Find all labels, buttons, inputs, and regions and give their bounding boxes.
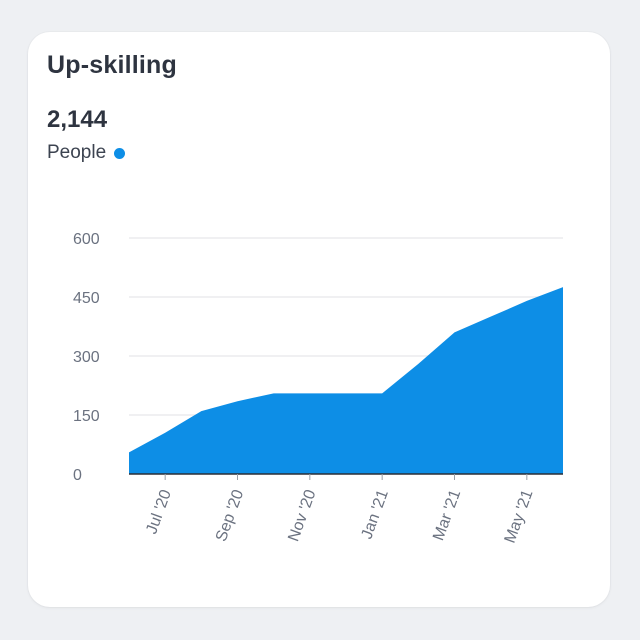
metric-value: 2,144 <box>47 106 108 133</box>
x-tick-label: Sep '20 <box>213 487 247 543</box>
x-tick-label: Jan '21 <box>358 487 391 541</box>
y-tick-label: 450 <box>73 290 100 307</box>
x-tick-label: Jul '20 <box>143 487 175 536</box>
x-tick-label: Nov '20 <box>285 487 319 543</box>
legend-label: People <box>47 142 107 163</box>
x-tick-label: May '21 <box>502 487 537 545</box>
x-tick-label: Mar '21 <box>430 487 464 543</box>
y-tick-label: 300 <box>73 349 100 366</box>
y-tick-label: 600 <box>73 231 100 248</box>
y-tick-label: 0 <box>73 467 82 484</box>
card-title: Up-skilling <box>47 51 177 79</box>
y-tick-label: 150 <box>73 408 100 425</box>
legend: People <box>47 142 126 164</box>
legend-dot-icon <box>114 147 126 159</box>
series-area-people <box>129 287 563 474</box>
